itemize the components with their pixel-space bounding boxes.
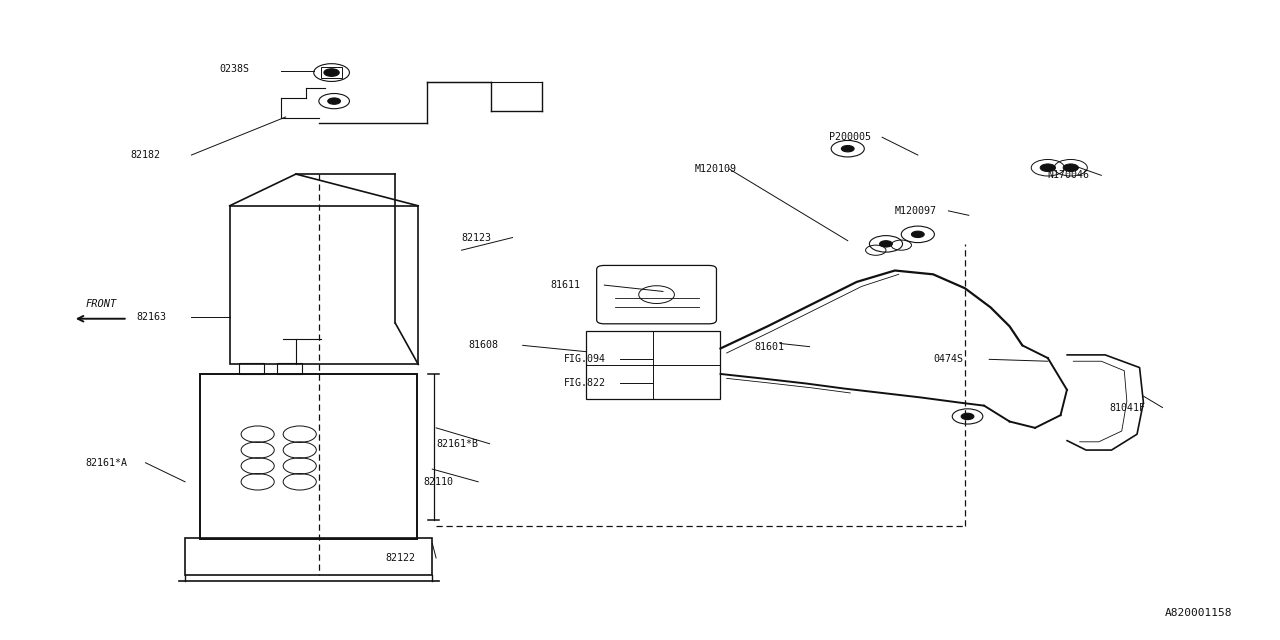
Circle shape: [841, 145, 854, 152]
Text: 82161*B: 82161*B: [436, 438, 479, 449]
Text: A820001158: A820001158: [1165, 608, 1233, 618]
Text: 82161*A: 82161*A: [86, 458, 128, 468]
Circle shape: [1064, 164, 1079, 172]
Text: 81611: 81611: [550, 280, 581, 290]
Bar: [200, 374, 417, 539]
FancyBboxPatch shape: [596, 266, 717, 324]
Text: M120109: M120109: [695, 164, 737, 174]
Text: 82122: 82122: [385, 553, 415, 563]
Circle shape: [911, 231, 924, 237]
Text: 81601: 81601: [755, 342, 785, 351]
Bar: [238, 362, 264, 374]
Bar: [276, 362, 302, 374]
Text: 81608: 81608: [468, 340, 498, 350]
Circle shape: [324, 68, 339, 76]
Text: M120097: M120097: [895, 206, 937, 216]
Text: 0474S: 0474S: [933, 355, 963, 364]
Text: P200005: P200005: [828, 132, 870, 142]
Text: 82110: 82110: [424, 477, 453, 487]
Text: FIG.822: FIG.822: [563, 378, 605, 388]
Bar: [229, 206, 419, 364]
Circle shape: [328, 98, 340, 104]
Text: 82163: 82163: [137, 312, 166, 322]
Circle shape: [1041, 164, 1056, 172]
Text: FRONT: FRONT: [86, 299, 116, 308]
Text: 0238S: 0238S: [219, 65, 250, 74]
Circle shape: [961, 413, 974, 420]
Text: 82182: 82182: [131, 150, 160, 160]
Circle shape: [879, 241, 892, 247]
Text: 81041F: 81041F: [1108, 403, 1146, 413]
Bar: [186, 538, 433, 575]
Text: N170046: N170046: [1048, 170, 1089, 180]
Bar: [586, 331, 721, 399]
Bar: [321, 67, 342, 77]
Text: FIG.094: FIG.094: [563, 355, 605, 364]
Text: 82123: 82123: [462, 232, 492, 243]
